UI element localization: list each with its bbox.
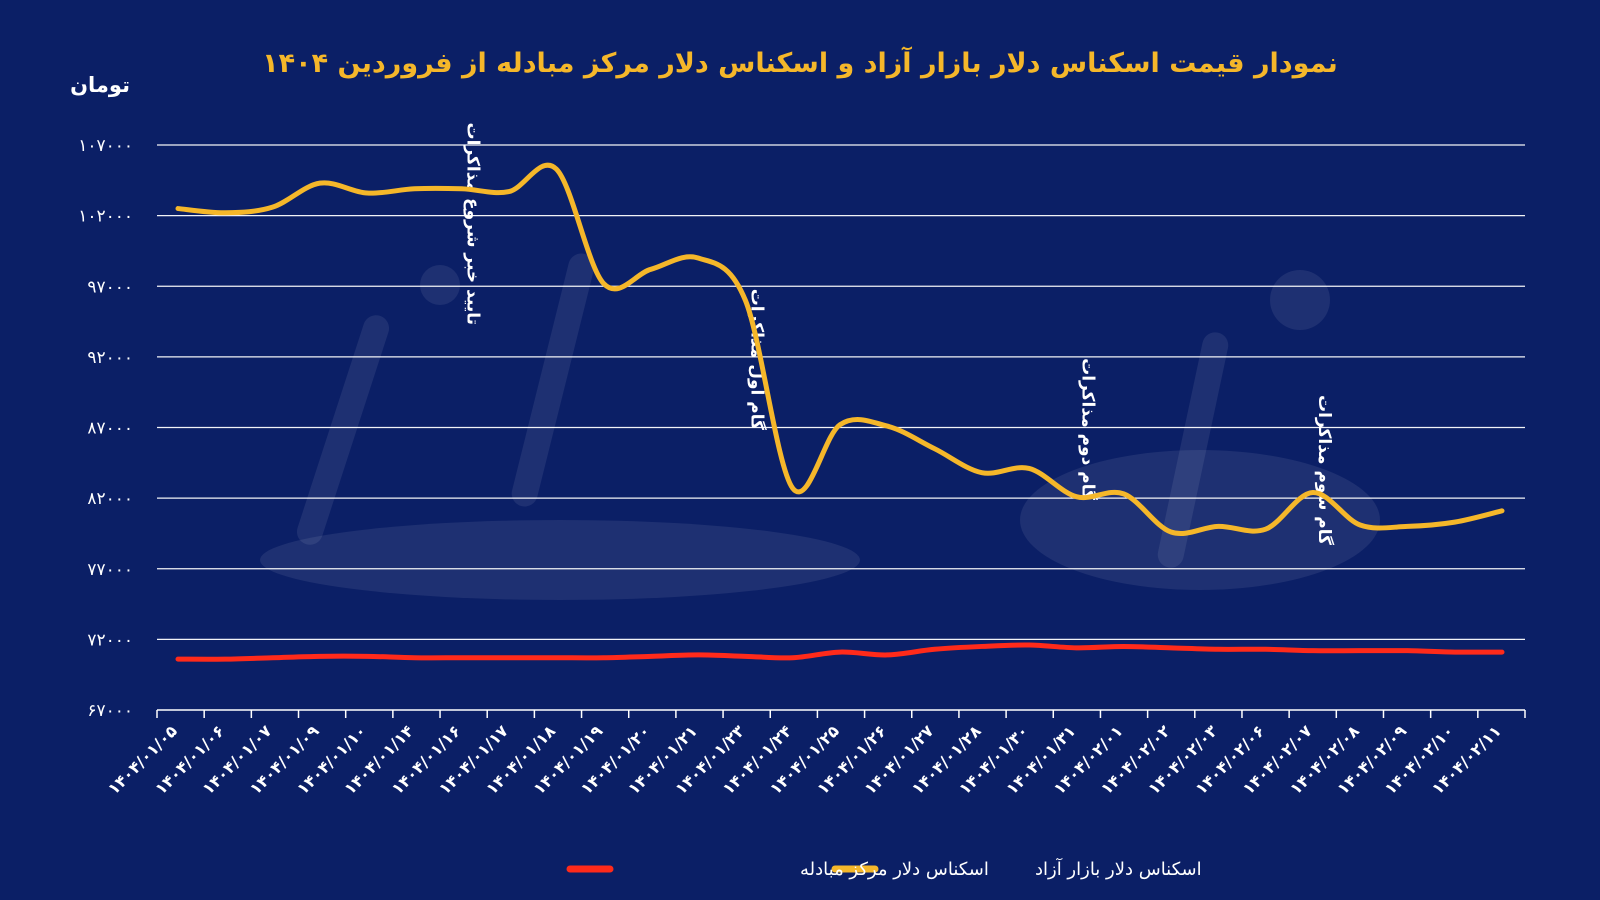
- legend-label: اسکناس دلار بازار آزاد: [1035, 857, 1202, 880]
- y-tick-label: ۷۷۰۰۰: [87, 560, 133, 580]
- y-tick-label: ۹۲۰۰۰: [87, 348, 133, 368]
- y-tick-label: ۱۰۷۰۰۰: [78, 136, 133, 156]
- annotation-label: گام دوم مذاکرات: [1077, 358, 1098, 500]
- y-tick-label: ۸۷۰۰۰: [87, 419, 133, 439]
- y-axis: ۱۰۷۰۰۰ ۱۰۲۰۰۰ ۹۷۰۰۰ ۹۲۰۰۰ ۸۷۰۰۰ ۸۲۰۰۰ ۷۷۰۰۰ ۷۲۰…: [78, 136, 133, 721]
- y-tick-label: ۶۷۰۰۰: [87, 701, 133, 721]
- y-tick-label: ۱۰۲۰۰۰: [78, 207, 133, 227]
- watermark-logo: [260, 253, 1380, 600]
- chart-title: نمودار قیمت اسکناس دلار بازار آزاد و اسک…: [262, 46, 1338, 79]
- y-axis-label: تومان: [70, 73, 130, 97]
- series-line-free-market: [175, 162, 1505, 536]
- y-tick-label: ۸۲۰۰۰: [87, 489, 133, 509]
- series: [175, 162, 1505, 662]
- annotation-label: گام سوم مذاکرات: [1314, 395, 1335, 545]
- y-tick-label: ۷۲۰۰۰: [87, 630, 133, 650]
- x-axis: ۱۴۰۴/۰۱/۰۵۱۴۰۴/۰۱/۰۶۱۴۰۴/۰۱/۰۷۱۴۰۴/۰۱/۰۹…: [104, 710, 1526, 798]
- series-line-exchange-center: [175, 642, 1505, 662]
- annotation-label: تایید خبر شروع مذاکرات: [463, 123, 483, 325]
- legend-label: اسکناس دلار مرکز مبادله: [800, 859, 989, 880]
- legend: اسکناس دلار بازار آزاد اسکناس دلار مرکز م…: [566, 857, 1202, 880]
- y-tick-label: ۹۷۰۰۰: [87, 277, 133, 297]
